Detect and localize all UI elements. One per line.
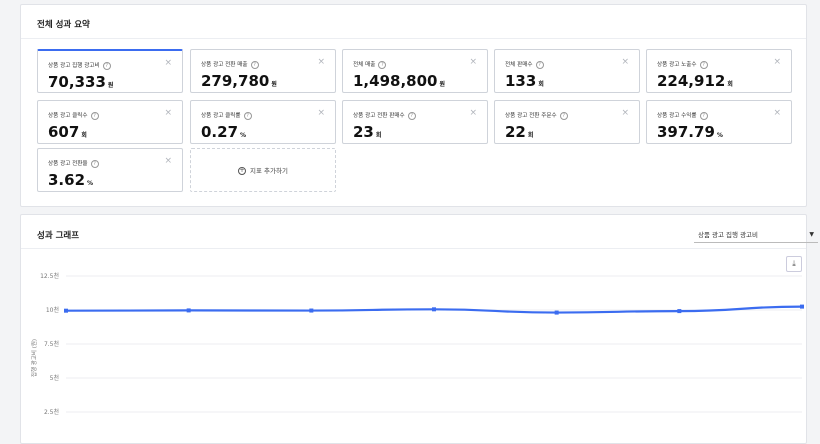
summary-title: 전체 성과 요약: [37, 20, 90, 30]
help-icon[interactable]: ?: [102, 61, 111, 70]
metric-card-label: 상품 광고 전환 판매수?: [353, 111, 416, 120]
data-point: [432, 307, 436, 312]
metric-card-unit: 회: [375, 132, 382, 139]
metric-card-value: 70,333 원: [48, 73, 114, 91]
close-icon[interactable]: ×: [469, 57, 477, 67]
add-metric-label: 지표 추가하기: [250, 167, 288, 175]
close-icon[interactable]: ×: [317, 108, 325, 118]
metric-card-label: 상품 광고 수익률?: [657, 111, 708, 120]
metric-card-label: 상품 광고 집행 광고비?: [48, 61, 111, 70]
metric-card-unit: 원: [107, 82, 114, 89]
metric-card-value: 607 회: [48, 123, 87, 141]
help-icon[interactable]: ?: [250, 60, 259, 69]
graph-divider: [21, 248, 806, 249]
metric-card-label: 전체 판매수?: [505, 60, 544, 69]
close-icon[interactable]: ×: [773, 57, 781, 67]
metric-card[interactable]: 전체 판매수? × 133 회: [494, 49, 640, 93]
summary-divider: [21, 38, 806, 39]
metric-card-unit: 회: [727, 81, 733, 88]
metric-card[interactable]: 상품 광고 전환 매출? × 279,780 원: [190, 49, 336, 93]
data-point: [64, 308, 68, 313]
metric-card-label: 상품 광고 클릭수?: [48, 111, 99, 120]
y-tick-label: 2.5천: [44, 408, 59, 416]
y-tick-label: 12.5천: [40, 272, 59, 280]
metric-card-label: 전체 매출?: [353, 60, 387, 69]
metric-card[interactable]: 상품 광고 전환율? × 3.62%: [37, 148, 183, 192]
close-icon[interactable]: ×: [164, 156, 172, 166]
y-tick-label: 10천: [46, 306, 59, 314]
help-icon[interactable]: ?: [243, 111, 252, 120]
help-icon[interactable]: ?: [90, 159, 99, 168]
metric-card[interactable]: 상품 광고 클릭수? × 607 회: [37, 100, 183, 144]
close-icon[interactable]: ×: [164, 108, 172, 118]
metric-card-label: 상품 광고 노출수?: [657, 60, 708, 69]
metric-card-unit: %: [87, 180, 94, 187]
close-icon[interactable]: ×: [317, 57, 325, 67]
y-tick-label: 7.5천: [44, 340, 59, 348]
metric-card-label: 상품 광고 전환 주문수?: [505, 111, 568, 120]
download-icon[interactable]: ⤓: [786, 256, 802, 272]
help-icon[interactable]: ?: [699, 60, 708, 69]
close-icon[interactable]: ×: [469, 108, 477, 118]
metric-card-label: 상품 광고 클릭률?: [201, 111, 252, 120]
data-point: [309, 308, 314, 313]
help-icon[interactable]: ?: [90, 111, 99, 120]
y-axis-label: 집행 광고비 (원): [30, 339, 38, 377]
metric-card-unit: 회: [527, 132, 534, 139]
metric-select[interactable]: 상품 광고 집행 광고비 ▼: [694, 227, 818, 243]
help-icon[interactable]: ?: [378, 60, 387, 69]
metric-card-label: 상품 광고 전환 매출?: [201, 60, 259, 69]
performance-chart: 12.5천 10천 7.5천 5천 2.5천 집행 광고비 (원): [30, 272, 804, 416]
close-icon[interactable]: ×: [621, 57, 629, 67]
help-icon[interactable]: ?: [559, 111, 568, 120]
chevron-down-icon: ▼: [809, 231, 814, 238]
metric-card-unit: %: [240, 132, 247, 139]
metric-card-value: 279,780 원: [201, 72, 277, 90]
plus-circle-icon: +: [238, 167, 247, 175]
data-point: [186, 308, 191, 313]
metric-card[interactable]: 상품 광고 클릭률? × 0.27%: [190, 100, 336, 144]
metric-card-unit: %: [716, 132, 723, 139]
metric-select-value: 상품 광고 집행 광고비: [698, 231, 759, 239]
metric-card[interactable]: 상품 광고 전환 판매수? × 23 회: [342, 100, 488, 144]
metric-card-label: 상품 광고 전환율?: [48, 159, 99, 168]
metric-card[interactable]: 상품 광고 수익률? × 397.79%: [646, 100, 792, 144]
metric-card-unit: 원: [271, 81, 277, 88]
metric-card-value: 22 회: [505, 123, 534, 141]
help-icon[interactable]: ?: [699, 111, 708, 120]
data-point: [800, 304, 804, 309]
metric-card-unit: 원: [439, 81, 445, 88]
metric-card-unit: 회: [538, 81, 544, 88]
metric-card-value: 133 회: [505, 72, 544, 90]
y-tick-label: 5천: [50, 374, 59, 382]
metric-card-value: 0.27%: [201, 123, 247, 141]
metric-card[interactable]: 상품 광고 집행 광고비? × 70,333 원: [37, 49, 183, 93]
close-icon[interactable]: ×: [621, 108, 629, 118]
metric-card[interactable]: 상품 광고 전환 주문수? × 22 회: [494, 100, 640, 144]
metric-card[interactable]: 전체 매출? × 1,498,800 원: [342, 49, 488, 93]
metric-card-value: 3.62%: [48, 171, 94, 189]
metric-card-value: 224,912 회: [657, 72, 733, 90]
metric-card-unit: 회: [81, 132, 87, 139]
metric-card-value: 397.79%: [657, 123, 723, 141]
metric-card[interactable]: 상품 광고 노출수? × 224,912 회: [646, 49, 792, 93]
help-icon[interactable]: ?: [535, 60, 544, 69]
add-metric-button[interactable]: + 지표 추가하기: [190, 148, 336, 192]
metric-card-value: 1,498,800 원: [353, 72, 445, 90]
data-point: [554, 310, 559, 315]
help-icon[interactable]: ?: [407, 111, 416, 120]
graph-panel: 성과 그래프 상품 광고 집행 광고비 ▼: [20, 214, 818, 444]
data-point: [677, 309, 682, 314]
metric-card-value: 23 회: [353, 123, 382, 141]
close-icon[interactable]: ×: [773, 108, 781, 118]
graph-title: 성과 그래프: [37, 231, 80, 241]
close-icon[interactable]: ×: [164, 58, 172, 68]
